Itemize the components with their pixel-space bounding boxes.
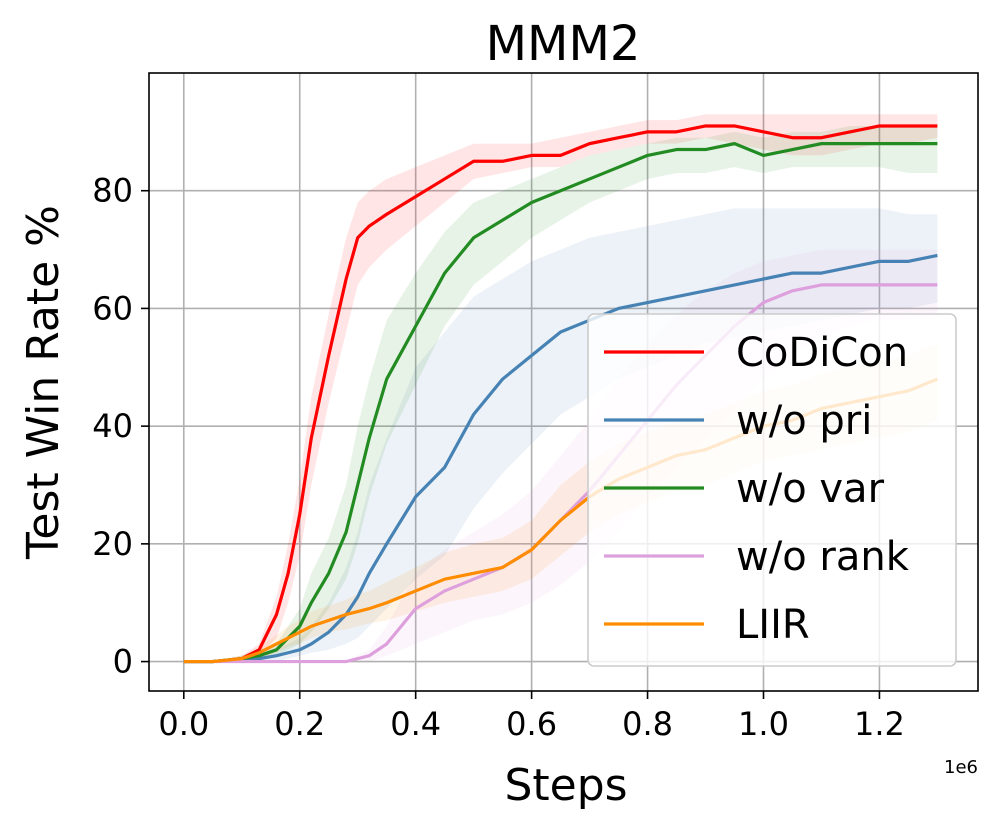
- line-w-o-pri: [183, 253, 938, 664]
- x-tick-label: 0.2: [274, 705, 325, 743]
- y-tick-label: 0: [113, 643, 133, 681]
- band-codicon: [183, 114, 938, 662]
- line-w-o-rank: [183, 283, 938, 664]
- y-tick-label: 60: [92, 289, 133, 327]
- y-axis-label: Test Win Rate %: [18, 205, 69, 560]
- legend-frame: [587, 313, 957, 667]
- x-tick-label: 0.4: [390, 705, 441, 743]
- chart-title: MMM2: [486, 16, 641, 72]
- x-axis-offset-label: 1e6: [944, 757, 978, 778]
- legend-label-liir: LIIR: [736, 602, 810, 648]
- legend: CoDiCon w/o pri w/o var w/o rank LIIR: [587, 313, 957, 667]
- y-ticks: 0 20 40 60 80: [92, 172, 149, 681]
- x-tick-label: 1.2: [854, 705, 905, 743]
- axes: [148, 72, 979, 692]
- line-codicon: [183, 124, 938, 664]
- y-tick-label: 40: [92, 407, 133, 445]
- x-tick-label: 0.6: [506, 705, 557, 743]
- legend-label-codicon: CoDiCon: [736, 330, 908, 376]
- plot-frame: [148, 72, 979, 692]
- x-tick-label: 1.0: [738, 705, 789, 743]
- x-ticks: 0.0 0.2 0.4 0.6 0.8 1.0 1.2: [158, 691, 905, 743]
- x-tick-label: 0.8: [622, 705, 673, 743]
- x-axis-label: Steps: [504, 760, 627, 811]
- legend-label-w-o-var: w/o var: [736, 466, 885, 512]
- legend-label-w-o-rank: w/o rank: [736, 534, 910, 580]
- x-tick-label: 0.0: [158, 705, 209, 743]
- y-tick-label: 20: [92, 525, 133, 563]
- legend-label-w-o-pri: w/o pri: [736, 398, 872, 444]
- y-tick-label: 80: [92, 172, 133, 210]
